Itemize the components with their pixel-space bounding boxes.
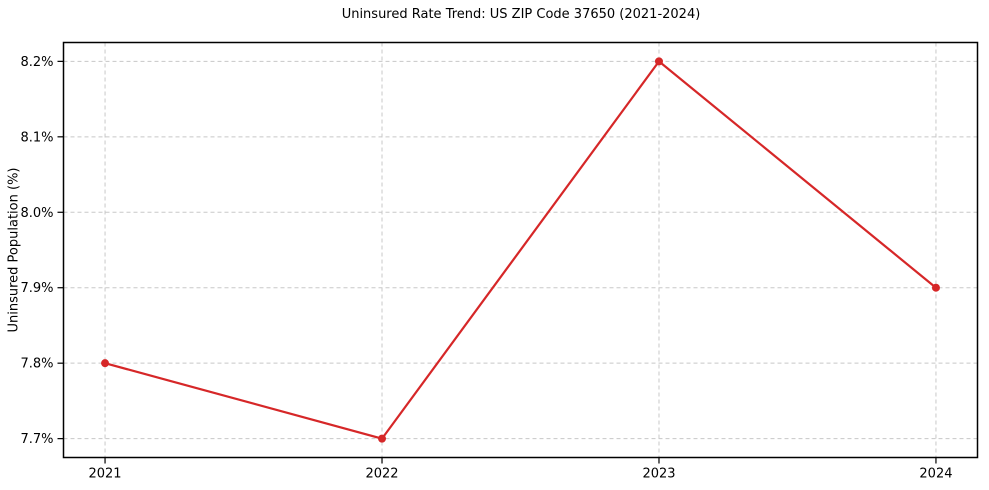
chart-title: Uninsured Rate Trend: US ZIP Code 37650 … (341, 7, 701, 22)
y-tick-label: 8.1% (20, 130, 53, 145)
data-line (103, 60, 938, 440)
y-tick-label: 7.8% (20, 357, 53, 372)
plot-border (62, 41, 979, 459)
data-point-marker (101, 359, 110, 368)
data-point-marker (378, 434, 387, 443)
x-tick-label: 2024 (919, 467, 952, 482)
x-tick-label: 2021 (88, 467, 121, 482)
data-point-marker (654, 57, 663, 66)
x-tick-label: 2022 (365, 467, 398, 482)
data-point-marker (931, 283, 940, 292)
y-tick-label: 7.7% (20, 432, 53, 447)
x-tick-label: 2023 (642, 467, 675, 482)
y-tick-label: 8.2% (20, 55, 53, 70)
y-tick-label: 7.9% (20, 281, 53, 296)
y-tick-label: 8.0% (20, 206, 53, 221)
